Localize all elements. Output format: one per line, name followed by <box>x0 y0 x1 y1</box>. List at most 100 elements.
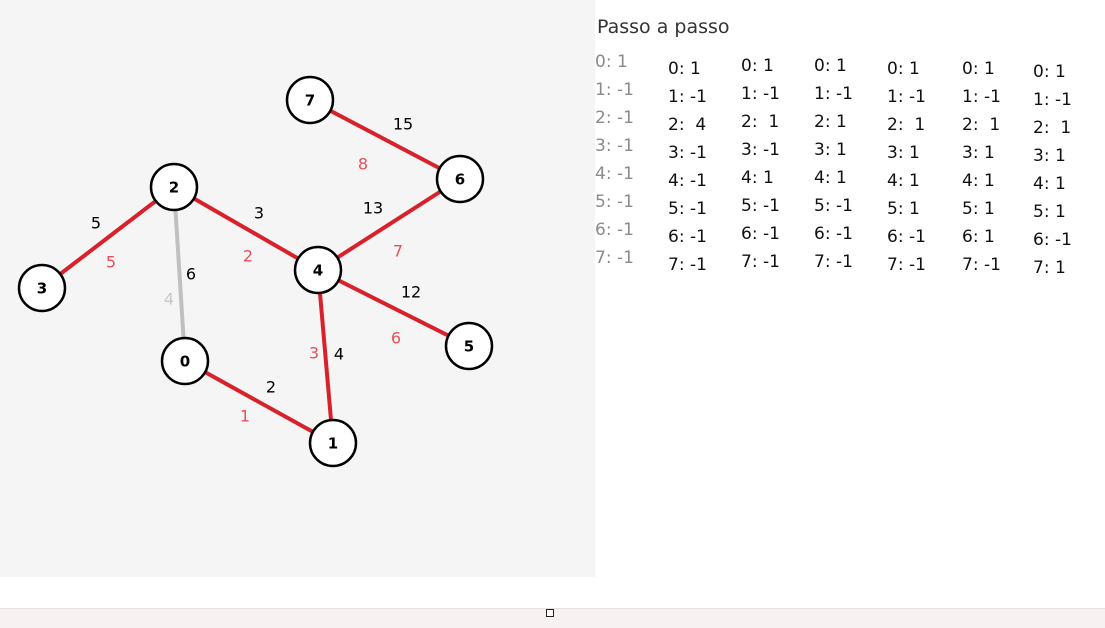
step-entry: 7: -1 <box>962 255 1001 275</box>
step-entry: 7: -1 <box>595 248 634 268</box>
step-entry: 6: -1 <box>887 227 926 247</box>
step-entry: 4: 1 <box>962 171 995 191</box>
step-entry: 7: -1 <box>741 252 780 272</box>
edge-4-5[interactable] <box>316 268 471 348</box>
step-entry: 1: -1 <box>887 87 926 107</box>
step-entry: 5: -1 <box>741 196 780 216</box>
step-entry: 0: 1 <box>1033 62 1066 82</box>
node-label: 5 <box>464 338 474 356</box>
step-column-4: 0: 1 1: -1 2: 1 3: 1 4: 1 5: 1 6: -1 7: -1 <box>887 55 926 279</box>
step-entry: 3: 1 <box>962 143 995 163</box>
step-column-1: 0: 1 1: -1 2: 4 3: -1 4: -1 5: -1 6: -1 7: -1 <box>668 55 707 279</box>
step-column-2: 0: 1 1: -1 2: 1 3: -1 4: 1 5: -1 6: -1 7: -1 <box>741 52 780 276</box>
step-entry: 6: -1 <box>814 224 853 244</box>
step-entry: 6: 1 <box>962 227 995 247</box>
resize-handle-icon[interactable] <box>546 609 554 617</box>
node-circle <box>17 263 67 313</box>
edge-4-1[interactable] <box>316 268 335 445</box>
step-entry: 5: -1 <box>668 199 707 219</box>
graph-node-4[interactable]: 4 <box>293 245 343 295</box>
step-entry: 1: -1 <box>1033 90 1072 110</box>
step-entry: 2: 1 <box>887 115 926 135</box>
step-column-6: 0: 1 1: -1 2: 1 3: 1 4: 1 5: 1 6: -1 7: 1 <box>1033 58 1072 282</box>
step-entry: 4: 1 <box>887 171 920 191</box>
step-entry: 7: -1 <box>814 252 853 272</box>
step-entry: 2: 1 <box>741 112 780 132</box>
edge-order-label: 2 <box>243 247 253 266</box>
step-column-5: 0: 1 1: -1 2: 1 3: 1 4: 1 5: 1 6: 1 7: -1 <box>962 55 1001 279</box>
graph-node-7[interactable]: 7 <box>285 75 335 125</box>
step-entry: 2: -1 <box>595 108 634 128</box>
step-entry: 5: -1 <box>814 196 853 216</box>
step-entry: 3: -1 <box>741 140 780 160</box>
step-entry: 1: -1 <box>962 87 1001 107</box>
edge-weight-label: 12 <box>401 283 421 302</box>
graph-node-3[interactable]: 3 <box>17 263 67 313</box>
node-label: 6 <box>455 171 465 189</box>
edge-weight-label: 6 <box>186 265 196 284</box>
step-entry: 0: 1 <box>887 59 920 79</box>
step-entry: 5: 1 <box>962 199 995 219</box>
node-label: 0 <box>180 353 190 371</box>
step-entry: 5: 1 <box>887 199 920 219</box>
step-entry: 6: -1 <box>1033 230 1072 250</box>
step-entry: 0: 1 <box>595 52 628 72</box>
edge-weight-label: 15 <box>393 115 413 134</box>
graph-node-1[interactable]: 1 <box>308 418 358 468</box>
node-circle <box>293 245 343 295</box>
steps-title: Passo a passo <box>597 16 730 38</box>
step-entry: 3: 1 <box>1033 146 1066 166</box>
step-entry: 6: -1 <box>595 220 634 240</box>
step-entry: 0: 1 <box>741 56 774 76</box>
step-entry: 3: -1 <box>668 143 707 163</box>
edge-order-label: 8 <box>358 155 368 174</box>
node-label: 7 <box>305 92 315 110</box>
graph-node-2[interactable]: 2 <box>149 162 199 212</box>
step-entry: 3: -1 <box>595 136 634 156</box>
step-column-3: 0: 1 1: -1 2: 1 3: 1 4: 1 5: -1 6: -1 7: -1 <box>814 52 853 276</box>
node-circle <box>435 154 485 204</box>
step-entry: 3: 1 <box>887 143 920 163</box>
graph-node-5[interactable]: 5 <box>444 321 494 371</box>
edge-6-4[interactable] <box>316 177 462 272</box>
step-entry: 5: 1 <box>1033 202 1066 222</box>
edge-order-label: 4 <box>164 290 174 309</box>
step-entry: 0: 1 <box>668 59 701 79</box>
edge-2-3[interactable] <box>40 185 176 290</box>
step-entry: 4: 1 <box>814 168 847 188</box>
step-entry: 3: 1 <box>814 140 847 160</box>
node-circle <box>160 336 210 386</box>
edge-0-1[interactable] <box>183 359 335 445</box>
edge-7-6[interactable] <box>308 98 462 181</box>
step-entry: 6: -1 <box>741 224 780 244</box>
step-entry: 7: 1 <box>1033 258 1066 278</box>
node-label: 1 <box>328 435 338 453</box>
edge-weight-label: 2 <box>266 378 276 397</box>
step-entry: 4: -1 <box>595 164 634 184</box>
edge-order-label: 1 <box>240 407 250 426</box>
step-column-0: 0: 1 1: -1 2: -1 3: -1 4: -1 5: -1 6: -1 7: -1 <box>595 48 634 272</box>
edge-order-label: 5 <box>106 253 116 272</box>
step-entry: 2: 4 <box>668 115 707 135</box>
step-entry: 1: -1 <box>814 84 853 104</box>
node-circle <box>308 418 358 468</box>
edge-order-label: 6 <box>391 329 401 348</box>
step-entry: 0: 1 <box>814 56 847 76</box>
step-entry: 0: 1 <box>962 59 995 79</box>
node-label: 2 <box>169 179 179 197</box>
step-entry: 1: -1 <box>668 87 707 107</box>
edge-order-label: 3 <box>309 344 319 363</box>
graph-node-6[interactable]: 6 <box>435 154 485 204</box>
graph-node-0[interactable]: 0 <box>160 336 210 386</box>
step-entry: 7: -1 <box>668 255 707 275</box>
node-label: 4 <box>313 262 323 280</box>
edge-2-0[interactable] <box>172 185 187 363</box>
step-entry: 4: 1 <box>1033 174 1066 194</box>
step-entry: 6: -1 <box>668 227 707 247</box>
steps-panel: Passo a passo 0: 1 1: -1 2: -1 3: -1 4: -1 5:… <box>595 0 1105 577</box>
edge-2-4[interactable] <box>172 185 320 272</box>
